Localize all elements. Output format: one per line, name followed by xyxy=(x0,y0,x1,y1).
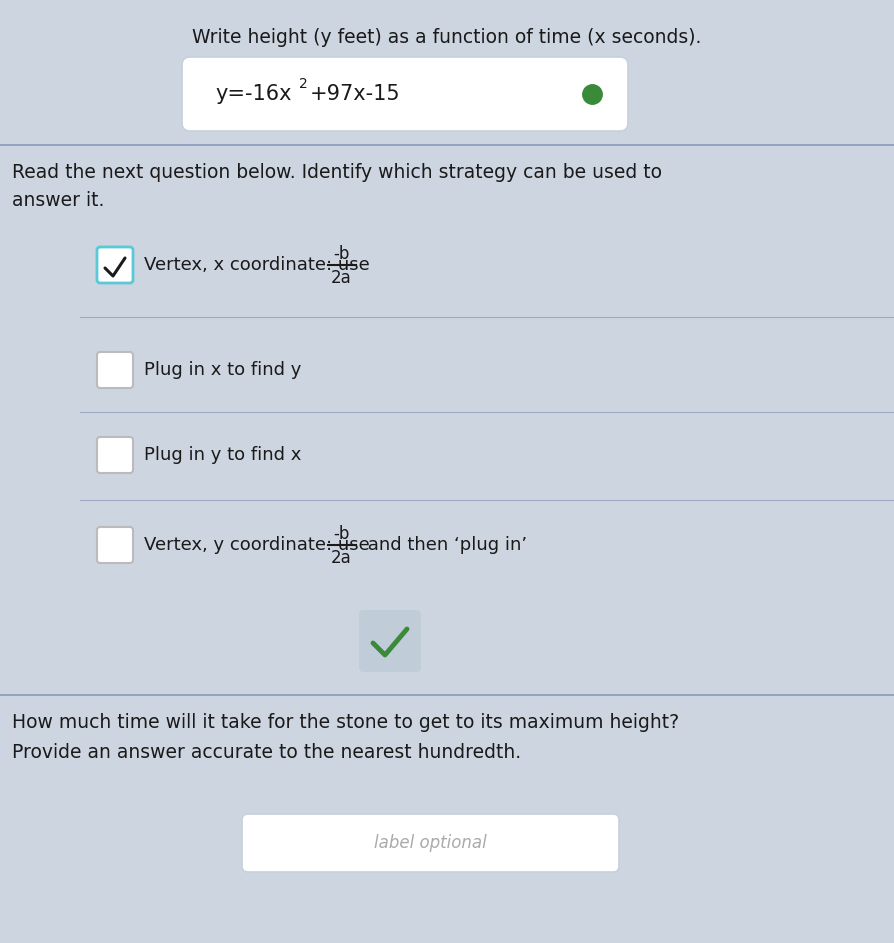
Text: 2: 2 xyxy=(299,77,308,91)
Text: Plug in y to find x: Plug in y to find x xyxy=(144,446,301,464)
Text: -b: -b xyxy=(333,525,350,543)
Text: y=-16x: y=-16x xyxy=(215,84,291,104)
FancyBboxPatch shape xyxy=(97,437,133,473)
FancyBboxPatch shape xyxy=(359,610,421,672)
Text: How much time will it take for the stone to get to its maximum height?: How much time will it take for the stone… xyxy=(12,713,679,732)
Text: +97x-15: +97x-15 xyxy=(310,84,401,104)
FancyBboxPatch shape xyxy=(97,247,133,283)
Text: -b: -b xyxy=(333,245,350,263)
Text: Provide an answer accurate to the nearest hundredth.: Provide an answer accurate to the neares… xyxy=(12,743,521,762)
FancyBboxPatch shape xyxy=(242,814,619,872)
Text: and then ‘plug in’: and then ‘plug in’ xyxy=(361,536,527,554)
Text: 2a: 2a xyxy=(331,269,352,287)
Text: Vertex, x coordinate: use: Vertex, x coordinate: use xyxy=(144,256,375,274)
Text: Write height (y feet) as a function of time (x seconds).: Write height (y feet) as a function of t… xyxy=(192,28,702,47)
FancyBboxPatch shape xyxy=(97,352,133,388)
Text: label optional: label optional xyxy=(374,834,487,852)
Text: Vertex, y coordinate: use: Vertex, y coordinate: use xyxy=(144,536,375,554)
Text: Read the next question below. Identify which strategy can be used to: Read the next question below. Identify w… xyxy=(12,163,662,182)
Text: answer it.: answer it. xyxy=(12,191,105,210)
FancyBboxPatch shape xyxy=(97,527,133,563)
Text: 2a: 2a xyxy=(331,549,352,567)
Text: Plug in x to find y: Plug in x to find y xyxy=(144,361,301,379)
FancyBboxPatch shape xyxy=(182,57,628,131)
